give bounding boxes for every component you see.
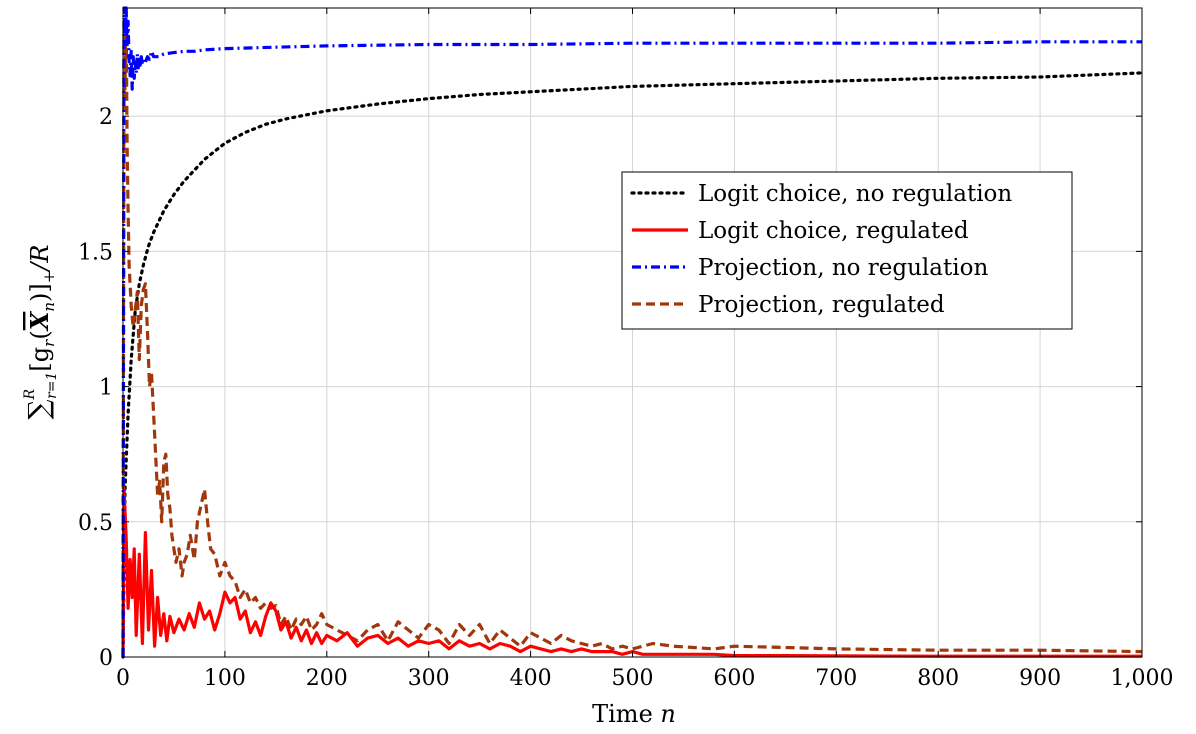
x-tick-label: 800: [917, 666, 959, 691]
series-line-2: [121, 6, 1142, 658]
legend-label-3: Projection, regulated: [698, 292, 945, 318]
x-tick-label: 300: [408, 666, 450, 691]
series-lines: [121, 6, 1144, 659]
y-tick-label: 1: [99, 376, 113, 401]
y-axis-label: ∑R r=1[gr(Xn)]+/R: [22, 245, 60, 420]
legend-label-1: Logit choice, regulated: [698, 218, 969, 244]
x-tick-label: 1,000: [1111, 666, 1174, 691]
x-axis-label: Time n: [592, 700, 676, 728]
x-tick-label: 600: [713, 666, 755, 691]
x-tick-label: 100: [204, 666, 246, 691]
axis-ticks: 0 100 200 300 400 500 600 700 800 900 1,000 0 0.5 1 1.…: [78, 8, 1173, 691]
series-line-3: [121, 6, 1143, 658]
y-tick-label: 0: [99, 646, 113, 671]
x-tick-label: 200: [306, 666, 348, 691]
legend-label-0: Logit choice, no regulation: [698, 181, 1012, 207]
x-tick-label: 700: [815, 666, 857, 691]
x-tick-label: 400: [510, 666, 552, 691]
y-tick-label: 1.5: [78, 240, 113, 265]
x-tick-label: 500: [612, 666, 654, 691]
legend-label-2: Projection, no regulation: [698, 255, 988, 281]
grid: [123, 8, 1142, 657]
x-tick-label: 0: [116, 666, 130, 691]
y-tick-label: 0.5: [78, 511, 113, 536]
x-tick-label: 900: [1019, 666, 1061, 691]
y-tick-label: 2: [99, 105, 113, 130]
series-line-0: [121, 71, 1144, 659]
series-line-1: [121, 487, 1142, 658]
legend: Logit choice, no regulation Logit choice,…: [621, 171, 1073, 330]
legend-box: [621, 171, 1073, 330]
svg-text:∑Rr=1[gr(Xn)]+/R: ∑R r=1[gr(Xn)]+/R: [22, 245, 60, 420]
